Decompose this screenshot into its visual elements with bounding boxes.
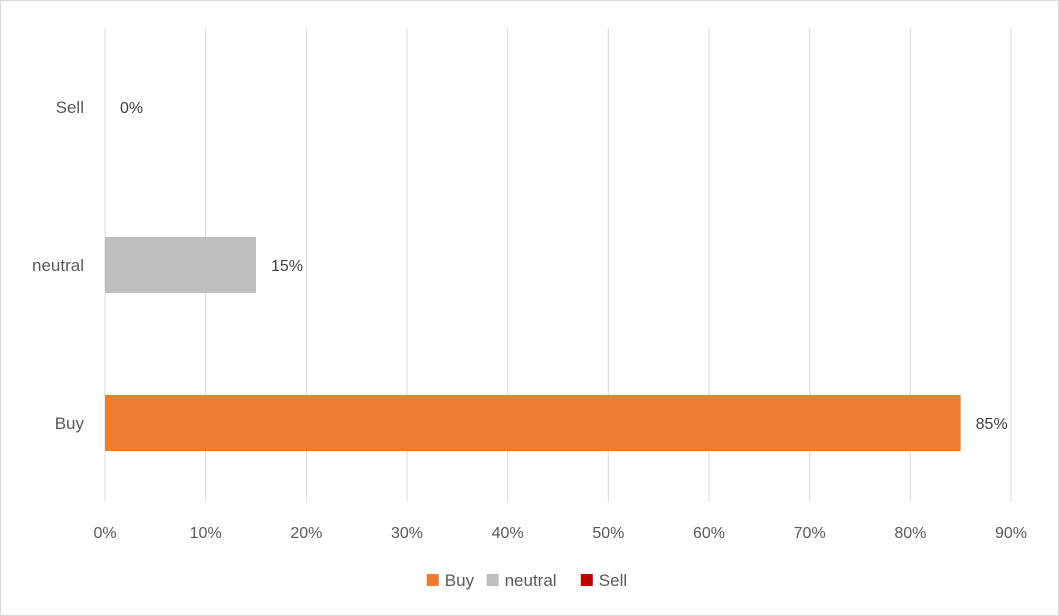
legend-swatch-neutral — [486, 574, 499, 586]
x-tick-label: 90% — [995, 525, 1027, 542]
legend-swatch-buy — [426, 574, 439, 586]
x-tick-label: 30% — [391, 525, 423, 542]
data-label: 0% — [120, 100, 143, 117]
bar-buy — [105, 395, 961, 451]
x-tick-label: 60% — [693, 525, 725, 542]
data-label: 15% — [271, 258, 303, 275]
data-label: 85% — [976, 416, 1008, 433]
x-tick-label: 10% — [190, 525, 222, 542]
legend-label: Buy — [445, 571, 475, 590]
x-axis-tick-labels: 0% 10% 20% 30% 40% 50% 60% 70% 80% 90% — [93, 525, 1027, 542]
legend-label: Sell — [599, 571, 627, 590]
category-label: neutral — [32, 256, 84, 275]
legend-swatch-sell — [580, 574, 593, 586]
category-labels: Buy neutral Sell — [32, 98, 84, 433]
bars — [105, 237, 961, 451]
x-tick-label: 40% — [492, 525, 524, 542]
x-tick-label: 20% — [290, 525, 322, 542]
x-tick-label: 0% — [93, 525, 116, 542]
legend-label: neutral — [505, 571, 557, 590]
x-tick-label: 50% — [592, 525, 624, 542]
bar-neutral — [105, 237, 256, 293]
legend: Buy neutral Sell — [426, 571, 627, 590]
category-label: Sell — [56, 98, 84, 117]
category-label: Buy — [55, 414, 85, 433]
data-labels: 85% 15% 0% — [120, 100, 1008, 433]
x-tick-label: 80% — [894, 525, 926, 542]
x-tick-label: 70% — [794, 525, 826, 542]
